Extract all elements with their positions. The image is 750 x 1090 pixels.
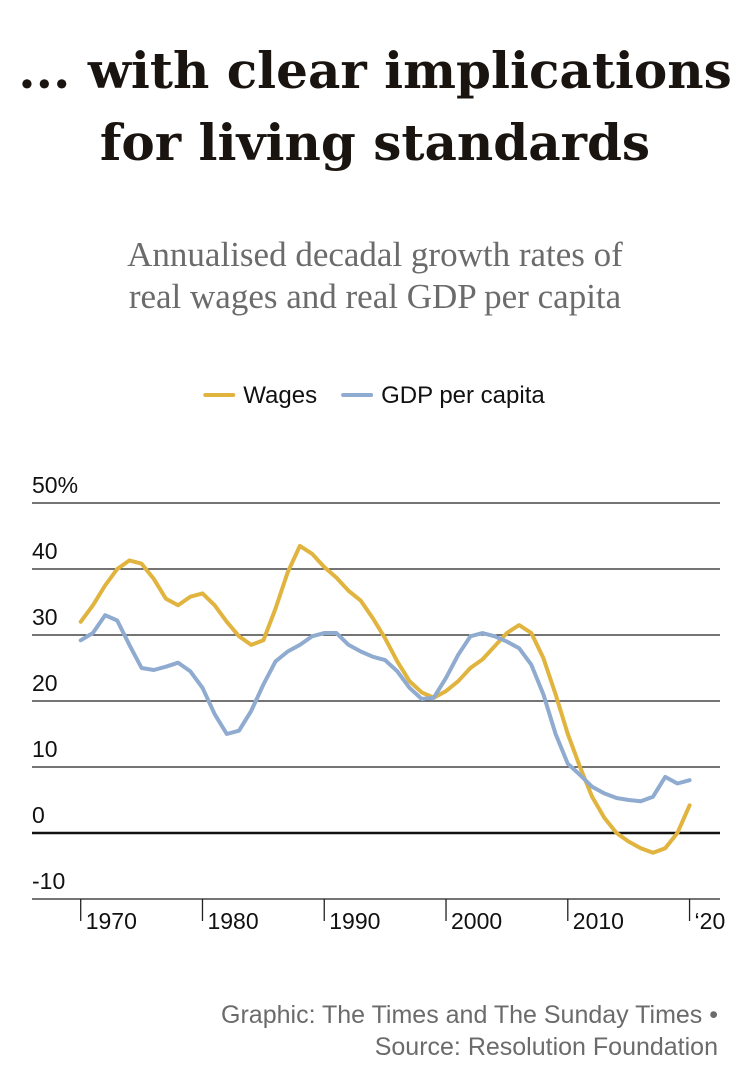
chart-title: for living standards [100,113,650,172]
subtitle: real wages and real GDP per capita [129,277,622,316]
x-tick-label: 1980 [207,908,258,934]
y-tick-label: 0 [32,802,45,828]
y-tick-label: 40 [32,538,58,564]
y-tick-label: 10 [32,736,58,762]
subtitle: Annualised decadal growth rates of [127,235,623,274]
y-tick-label: 20 [32,670,58,696]
x-tick-label: 2010 [573,908,624,934]
chart-title: ... with clear implications [18,41,732,100]
y-tick-label: 30 [32,604,58,630]
x-tick-label: ‘20 [695,908,726,934]
x-tick-label: 1990 [329,908,380,934]
footer: Graphic: The Times and The Sunday Times … [221,1001,718,1029]
line-series [78,613,692,804]
legend-label: GDP per capita [381,382,545,409]
legend-label: Wages [243,382,317,409]
y-tick-label: 50% [32,472,78,498]
x-tick-label: 1970 [86,908,137,934]
y-tick-label: -10 [32,868,65,894]
legend: Wages GDP per capita [203,382,545,409]
line-series [78,543,692,855]
x-tick-label: 2000 [451,908,502,934]
footer: Source: Resolution Foundation [375,1033,718,1061]
